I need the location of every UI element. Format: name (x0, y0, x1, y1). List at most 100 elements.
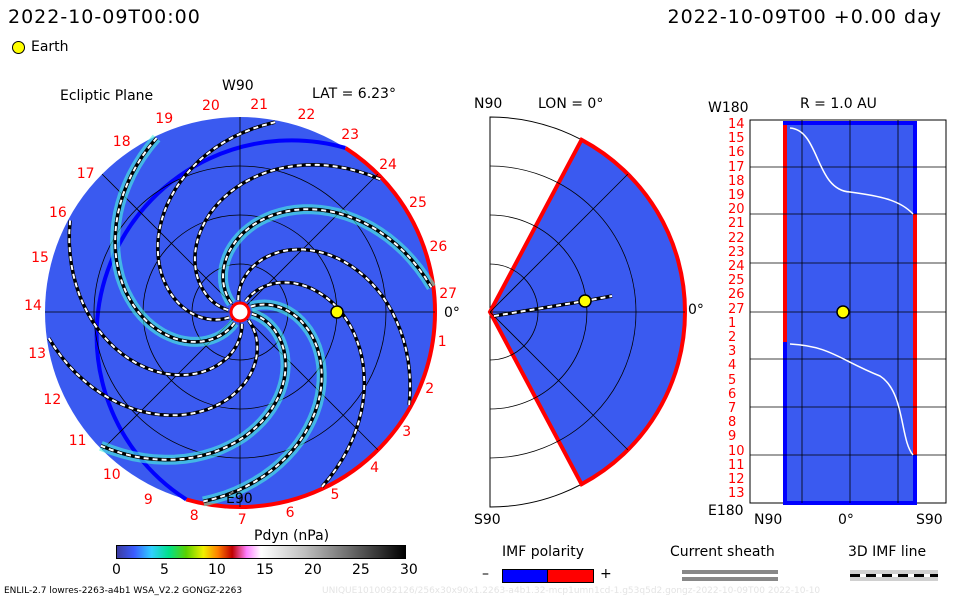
sun-icon (229, 301, 251, 323)
radial-row-label: 3 (728, 344, 737, 360)
radial-row-label: 19 (728, 188, 745, 203)
imf-line-dash (203, 303, 323, 503)
colorbar-tick: 0 (112, 562, 121, 578)
current-sheet-line (789, 343, 914, 456)
radial-top-label: W180 (708, 100, 749, 116)
sheath-line-1 (682, 570, 778, 574)
imf-plus: + (600, 566, 612, 582)
colorbar-tick: 10 (208, 562, 226, 578)
radial-row-label: 8 (728, 415, 737, 431)
radial-row-label: 7 (728, 401, 737, 416)
sector-number: 26 (429, 238, 448, 255)
sector-number: 23 (341, 126, 360, 143)
radial-x-mid: 0° (838, 512, 854, 528)
imf-negative-swatch (502, 569, 548, 583)
radial-row-label: 6 (728, 386, 737, 402)
radial-row-label: 22 (728, 230, 745, 246)
radial-x-right: S90 (916, 512, 943, 528)
colorbar (116, 545, 406, 559)
meridional-bottom-label: S90 (474, 512, 501, 528)
radial-row-label: 21 (728, 216, 745, 232)
sector-number: 17 (76, 165, 95, 182)
radial-row-label: 25 (728, 273, 745, 289)
sector-number: 15 (31, 250, 49, 267)
earth-icon (12, 41, 25, 54)
sector-number: 5 (330, 487, 340, 504)
earth-marker (578, 294, 592, 308)
colorbar-tick: 25 (352, 562, 370, 578)
earth-legend-label: Earth (31, 39, 69, 55)
ecliptic-lat: LAT = 6.23° (312, 86, 396, 102)
sector-number: 2 (425, 381, 435, 398)
sector-number: 25 (409, 194, 427, 211)
radial-row-label: 18 (728, 173, 745, 189)
radial-row-label: 10 (728, 443, 745, 459)
imf-line-title: 3D IMF line (848, 544, 927, 560)
sector-number: 8 (189, 507, 199, 524)
ecliptic-title: Ecliptic Plane (60, 88, 154, 104)
sheath-line-2 (682, 577, 778, 581)
sector-number: 13 (28, 345, 47, 362)
sector-number: 14 (24, 297, 42, 314)
radial-row-label: 26 (728, 287, 745, 303)
imf-line-dash (237, 248, 412, 405)
positive-sector-arc (185, 146, 437, 509)
imf-minus: – (482, 566, 489, 582)
radial-row-label: 12 (728, 472, 745, 487)
sector-number: 3 (402, 423, 412, 440)
imf-line-dash (156, 121, 276, 321)
radial-row-label: 20 (728, 202, 745, 218)
meridional-top-label: N90 (474, 96, 503, 112)
radial-row-label: 16 (728, 145, 745, 161)
sector-number: 7 (237, 511, 247, 528)
radial-row-label: 23 (728, 244, 745, 260)
earth-marker (836, 305, 850, 319)
radial-row-label: 14 (728, 117, 745, 132)
sector-number: 10 (102, 467, 121, 484)
sector-number: 16 (48, 205, 67, 222)
imf-line-dash (100, 312, 287, 461)
earth-marker (330, 305, 344, 319)
current-sheath-title: Current sheath (670, 544, 775, 560)
ecliptic-right-label: 0° (444, 305, 460, 321)
sector-number: 18 (112, 133, 131, 150)
sector-number: 20 (201, 98, 220, 115)
radial-row-label: 1 (728, 315, 737, 331)
radial-row-label: 11 (728, 457, 745, 473)
sector-number: 27 (439, 285, 458, 302)
footer-run: UNIQUE1010092126/256x30x90x1.2263-a4b1.3… (322, 586, 821, 596)
meridional-title: LON = 0° (538, 96, 604, 112)
colorbar-tick: 30 (400, 562, 418, 578)
sector-number: 19 (155, 110, 174, 127)
sector-number: 4 (370, 459, 379, 476)
imf-line-dash (68, 220, 243, 376)
imf-line-dash (244, 281, 366, 488)
imf-line-swatch (850, 570, 938, 581)
colorbar-tick: 5 (160, 562, 169, 578)
current-sheet-line (789, 127, 914, 215)
ecliptic-top-label: W90 (222, 78, 254, 94)
left-timestamp: 2022-10-09T00:00 (8, 6, 201, 28)
radial-row-label: 24 (728, 259, 745, 274)
sector-number: 6 (285, 504, 295, 521)
sector-number: 22 (297, 106, 316, 123)
grid-line (489, 311, 629, 451)
radial-row-label: 4 (728, 358, 737, 374)
imf-line-dash (47, 319, 259, 417)
footer-model: ENLIL-2.7 lowres-2263-a4b1 WSA_V2.2 GONG… (4, 586, 243, 596)
radial-title: R = 1.0 AU (800, 96, 877, 112)
right-timestamp: 2022-10-09T00 +0.00 day (667, 6, 942, 28)
radial-row-label: 15 (728, 131, 745, 147)
radial-row-label: 9 (728, 429, 737, 445)
sector-number: 9 (143, 492, 153, 509)
sector-number: 11 (68, 432, 87, 449)
radial-row-label: 5 (728, 372, 737, 388)
radial-row-label: 27 (728, 301, 745, 317)
radial-x-left: N90 (754, 512, 783, 528)
sector-number: 1 (437, 334, 447, 351)
sector-number: 12 (43, 391, 62, 408)
radial-bottom-label: E180 (708, 503, 744, 519)
sector-number: 21 (250, 96, 269, 113)
imf-line-dash (193, 163, 381, 312)
